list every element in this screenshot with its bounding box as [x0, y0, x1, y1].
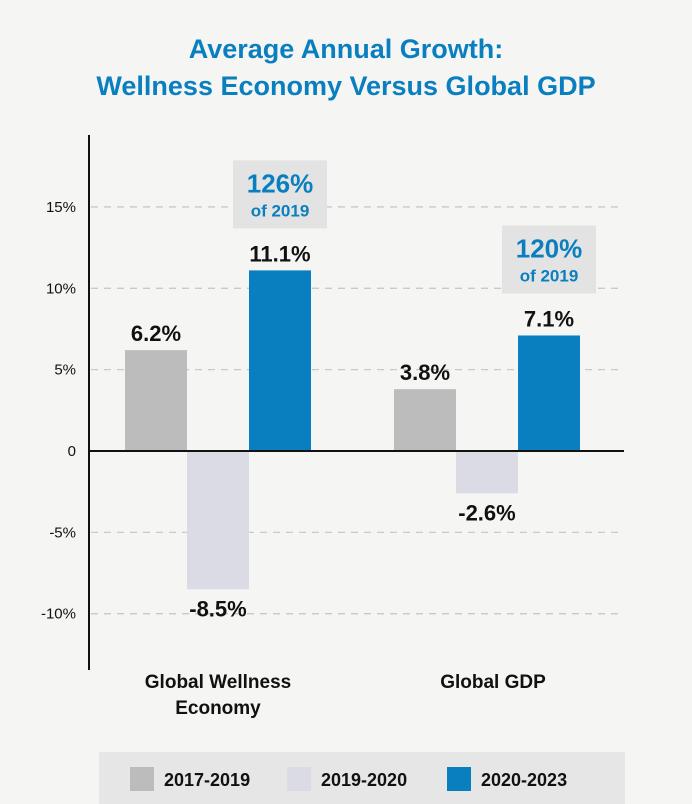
- category-label: Global Wellness: [145, 672, 291, 693]
- annotation-caption: of 2019: [520, 266, 579, 285]
- y-tick-label: -5%: [49, 524, 76, 541]
- y-tick-label: 5%: [54, 362, 76, 379]
- legend-swatch-2017-2019: [130, 767, 154, 791]
- bar-2019-2020-0: [187, 451, 249, 590]
- bar-2017-2019-1: [394, 389, 456, 451]
- category-label: Economy: [175, 698, 261, 719]
- annotation-box: [233, 160, 327, 229]
- legend-label: 2017-2019: [164, 770, 250, 790]
- annotation-box: [502, 225, 596, 294]
- y-tick-label: 10%: [46, 280, 76, 297]
- y-tick-label: -10%: [41, 606, 76, 623]
- chart-title-line-2: Wellness Economy Versus Global GDP: [96, 71, 595, 101]
- y-tick-label: 15%: [46, 199, 76, 216]
- annotation-caption: of 2019: [251, 201, 310, 220]
- data-label: 7.1%: [524, 306, 574, 331]
- annotation-percent: 120%: [516, 233, 583, 263]
- data-label: -2.6%: [458, 500, 515, 525]
- chart-title-line-1: Average Annual Growth:: [189, 34, 504, 64]
- data-label: -8.5%: [189, 596, 246, 621]
- bar-2017-2019-0: [125, 350, 187, 451]
- category-label: Global GDP: [440, 672, 546, 693]
- data-label: 3.8%: [400, 360, 450, 385]
- data-label: 6.2%: [131, 321, 181, 346]
- y-tick-label: 0: [68, 443, 76, 460]
- legend-background: [99, 752, 625, 804]
- data-label: 11.1%: [249, 241, 310, 266]
- legend-label: 2020-2023: [481, 770, 567, 790]
- legend-label: 2019-2020: [321, 770, 407, 790]
- annotation-percent: 126%: [247, 168, 314, 198]
- legend-swatch-2020-2023: [447, 767, 471, 791]
- legend-swatch-2019-2020: [287, 767, 311, 791]
- bar-2020-2023-1: [518, 335, 580, 451]
- bar-2019-2020-1: [456, 451, 518, 494]
- bar-2020-2023-0: [249, 270, 311, 451]
